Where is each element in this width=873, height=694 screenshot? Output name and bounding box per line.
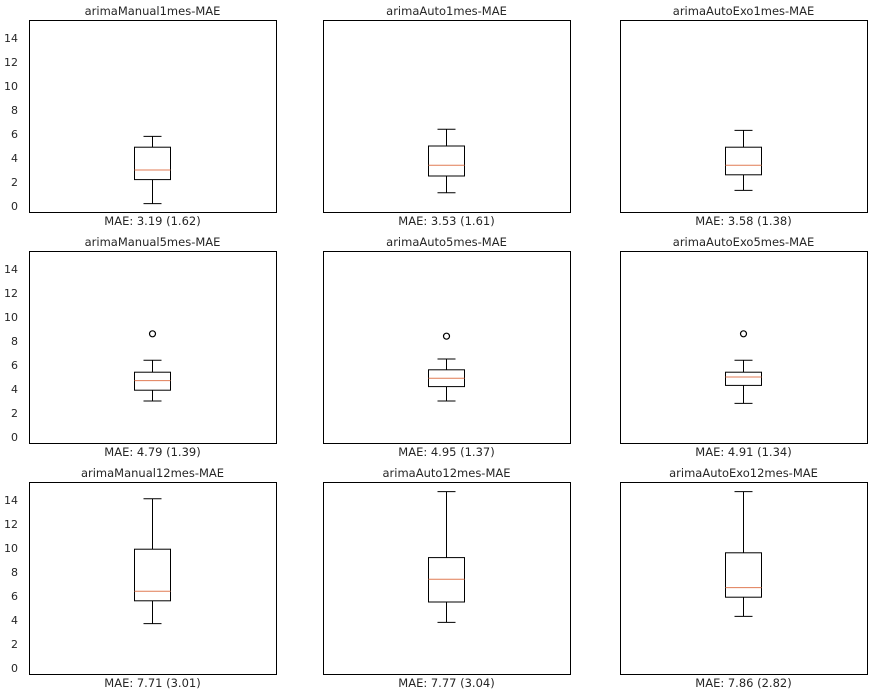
subplot-title: arimaAutoExo12mes-MAE (669, 466, 818, 480)
subplot-6: arimaAutoExo5mes-MAE MAE: 4.91 (1.34) (620, 235, 868, 459)
x-axis-label: MAE: 7.71 (3.01) (104, 676, 200, 690)
y-tick-label: 14 (4, 494, 18, 507)
subplot-title: arimaAuto1mes-MAE (386, 4, 507, 18)
subplot-title: arimaAuto12mes-MAE (382, 466, 510, 480)
axes-frame (323, 482, 571, 675)
y-tick-label: 12 (4, 56, 18, 69)
axes-frame (620, 251, 868, 444)
y-tick-label: 4 (11, 383, 18, 396)
y-tick-label: 4 (11, 614, 18, 627)
iqr-box (428, 145, 465, 177)
axes-frame (620, 20, 868, 213)
axes-frame (29, 20, 277, 213)
y-tick-label: 10 (4, 311, 18, 324)
axes-frame (323, 20, 571, 213)
iqr-box (725, 552, 762, 598)
axes-frame (29, 251, 277, 444)
y-tick-label: 0 (11, 662, 18, 675)
iqr-box (725, 371, 762, 386)
iqr-box (428, 557, 465, 603)
x-axis-label: MAE: 3.53 (1.61) (398, 214, 494, 228)
y-tick-label: 6 (11, 590, 18, 603)
y-tick-label: 10 (4, 542, 18, 555)
subplot-1: arimaManual1mes-MAE 0 2 4 6 8 10 12 14 MAE: 3.19 … (4, 4, 277, 228)
y-tick-label: 10 (4, 80, 18, 93)
y-tick-label: 12 (4, 287, 18, 300)
x-axis-label: MAE: 7.86 (2.82) (695, 676, 791, 690)
subplot-title: arimaManual12mes-MAE (81, 466, 224, 480)
iqr-box (134, 146, 171, 181)
axes-frame (323, 251, 571, 444)
axes-frame (29, 482, 277, 675)
subplot-title: arimaAuto5mes-MAE (386, 235, 507, 249)
y-tick-label: 14 (4, 263, 18, 276)
y-tick-label: 6 (11, 128, 18, 141)
y-tick-label: 14 (4, 32, 18, 45)
iqr-box (134, 371, 171, 391)
x-axis-label: MAE: 4.91 (1.34) (695, 445, 791, 459)
y-tick-label: 6 (11, 359, 18, 372)
subplot-title: arimaManual5mes-MAE (85, 235, 221, 249)
y-tick-label: 8 (11, 104, 18, 117)
y-tick-label: 12 (4, 518, 18, 531)
subplot-title: arimaAutoExo1mes-MAE (673, 4, 814, 18)
y-tick-label: 0 (11, 200, 18, 213)
iqr-box (134, 548, 171, 602)
subplot-9: arimaAutoExo12mes-MAE MAE: 7.86 (2.82) (620, 466, 868, 690)
subplot-title: arimaAutoExo5mes-MAE (673, 235, 814, 249)
x-axis-label: MAE: 3.58 (1.38) (695, 214, 791, 228)
outlier-point (148, 330, 157, 338)
axes-frame (620, 482, 868, 675)
x-axis-label: MAE: 7.77 (3.04) (398, 676, 494, 690)
subplot-5: arimaAuto5mes-MAE MAE: 4.95 (1.37) (323, 235, 571, 459)
x-axis-label: MAE: 4.95 (1.37) (398, 445, 494, 459)
y-tick-label: 4 (11, 152, 18, 165)
subplot-4: arimaManual5mes-MAE 0 2 4 6 8 10 12 14 MAE: 4.79 … (4, 235, 277, 459)
y-tick-label: 0 (11, 431, 18, 444)
subplot-3: arimaAutoExo1mes-MAE MAE: 3.58 (1.38) (620, 4, 868, 228)
y-tick-label: 8 (11, 566, 18, 579)
iqr-box (725, 146, 762, 176)
y-tick-label: 2 (11, 407, 18, 420)
subplot-title: arimaManual1mes-MAE (85, 4, 221, 18)
subplot-2: arimaAuto1mes-MAE MAE: 3.53 (1.61) (323, 4, 571, 228)
x-axis-label: MAE: 3.19 (1.62) (104, 214, 200, 228)
y-tick-label: 2 (11, 638, 18, 651)
x-axis-label: MAE: 4.79 (1.39) (104, 445, 200, 459)
subplot-7: arimaManual12mes-MAE 0 2 4 6 8 10 12 14 MAE: 7.71… (4, 466, 277, 690)
subplot-8: arimaAuto12mes-MAE MAE: 7.77 (3.04) (323, 466, 571, 690)
outlier-point (442, 332, 451, 340)
y-tick-label: 8 (11, 335, 18, 348)
y-tick-label: 2 (11, 176, 18, 189)
outlier-point (739, 330, 748, 338)
